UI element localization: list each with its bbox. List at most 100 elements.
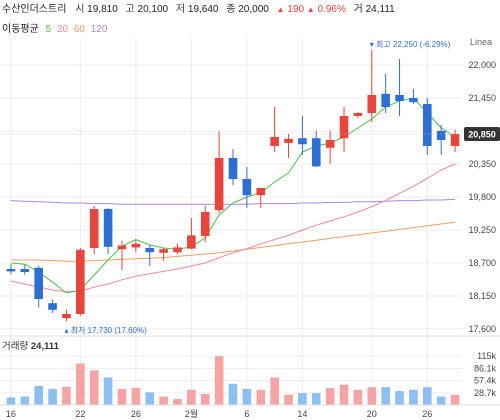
volume-bar [200, 393, 210, 405]
candle-body [103, 209, 113, 247]
candle [159, 247, 168, 262]
candle [117, 240, 127, 271]
low-label: 저 [175, 4, 186, 15]
volume-bar [270, 377, 279, 405]
candle [367, 50, 377, 122]
candle-body [131, 243, 141, 248]
price-tick-label: 20,350 [468, 159, 496, 169]
volume-bar [48, 388, 57, 405]
candle [228, 149, 238, 185]
volume-bar [284, 394, 293, 405]
volume-bar [325, 388, 335, 405]
price-tick-label: 18,700 [468, 258, 496, 268]
date-tick-label: 14 [297, 409, 307, 419]
candle [339, 107, 349, 152]
candle [89, 206, 99, 254]
volume-bar [409, 389, 418, 405]
candle-body [270, 137, 279, 146]
candle-body [242, 179, 252, 196]
ma-legend[interactable]: 이동평균 5 20 60 120 [2, 23, 107, 37]
candle-body [117, 245, 127, 250]
candle-body [48, 303, 57, 310]
ma120-line [10, 198, 456, 205]
candle-body [311, 138, 321, 167]
candle [381, 74, 390, 113]
price-tick-label: 18,150 [468, 291, 496, 301]
date-tick-label: 22 [75, 409, 85, 419]
volume-bar [173, 399, 182, 405]
date-tick-label: 26 [131, 409, 141, 419]
candle [256, 188, 266, 208]
candle-body [20, 269, 30, 272]
ma-title: 이동평균 [2, 24, 39, 35]
change-value: 190 [287, 4, 305, 15]
candle-body [381, 93, 390, 107]
stock-name: 수산인더스트리 [2, 4, 67, 15]
open-value: 19,810 [87, 4, 118, 15]
volume-bar [187, 389, 196, 405]
candle-body [214, 158, 224, 211]
ma5-line [10, 97, 456, 294]
volume-bar [6, 397, 16, 405]
ma20-line [10, 163, 456, 293]
candle [48, 299, 57, 313]
volume-bar [436, 396, 446, 405]
open-label: 시 [75, 4, 85, 15]
high-value: 20,100 [137, 4, 169, 15]
candle [311, 131, 321, 167]
candle-body [339, 116, 349, 139]
candle [173, 243, 182, 254]
candle [284, 134, 293, 158]
volume-bar [353, 389, 363, 405]
volume-bar [298, 393, 307, 405]
volume-value: 24,111 [365, 4, 395, 15]
volume-bar [367, 387, 377, 405]
volume-bar [423, 387, 432, 405]
candle [131, 239, 141, 253]
volume-bar [103, 377, 113, 405]
price-tick-label: 17,600 [468, 324, 496, 334]
candle [34, 266, 43, 308]
change-arrow-icon: ▲ [276, 5, 285, 14]
current-price-tag [464, 127, 500, 141]
volume-tick-label: 28.7k [474, 388, 497, 398]
candle [187, 218, 196, 250]
min-price-annotation: ▴ 최저 17,730 (17.60%) [64, 325, 147, 335]
price-tick-label: 19,250 [468, 225, 496, 235]
candle [214, 131, 224, 214]
volume-bar [145, 392, 155, 405]
date-tick-label: 20 [367, 409, 377, 419]
volume-bar [34, 385, 43, 405]
candle [270, 107, 279, 152]
change-arrow-icon-2: ▲ [306, 5, 315, 14]
volume-bar [339, 384, 349, 405]
candle-body [62, 314, 71, 319]
max-price-annotation: ▾ 최고 22,250 (-6.29%) [370, 39, 451, 49]
ma60-label[interactable]: 60 [73, 24, 85, 35]
ma120-label[interactable]: 120 [90, 24, 108, 35]
volume-bar [131, 388, 141, 405]
candle-body [145, 248, 155, 253]
volume-bar [89, 370, 99, 405]
ma5-label[interactable]: 5 [45, 24, 52, 35]
candle-body [187, 235, 196, 249]
candle-body [173, 247, 182, 253]
change-percent: 0.96% [317, 4, 346, 15]
ma20-label[interactable]: 20 [56, 24, 69, 35]
candle [76, 248, 85, 316]
candle [62, 309, 71, 322]
candle-body [325, 140, 335, 148]
candle-body [284, 138, 293, 143]
volume-tick-label: 57.4k [474, 376, 497, 386]
candle-body [367, 95, 377, 113]
candle [353, 111, 363, 118]
volume-bar [62, 386, 71, 405]
volume-title-value: 24,111 [31, 341, 60, 352]
volume-bar [117, 388, 127, 405]
candle-body [200, 212, 210, 236]
candle-body [353, 113, 363, 116]
candle [325, 131, 335, 164]
scale-label[interactable]: Linea [470, 37, 493, 47]
volume-bar [214, 356, 224, 405]
